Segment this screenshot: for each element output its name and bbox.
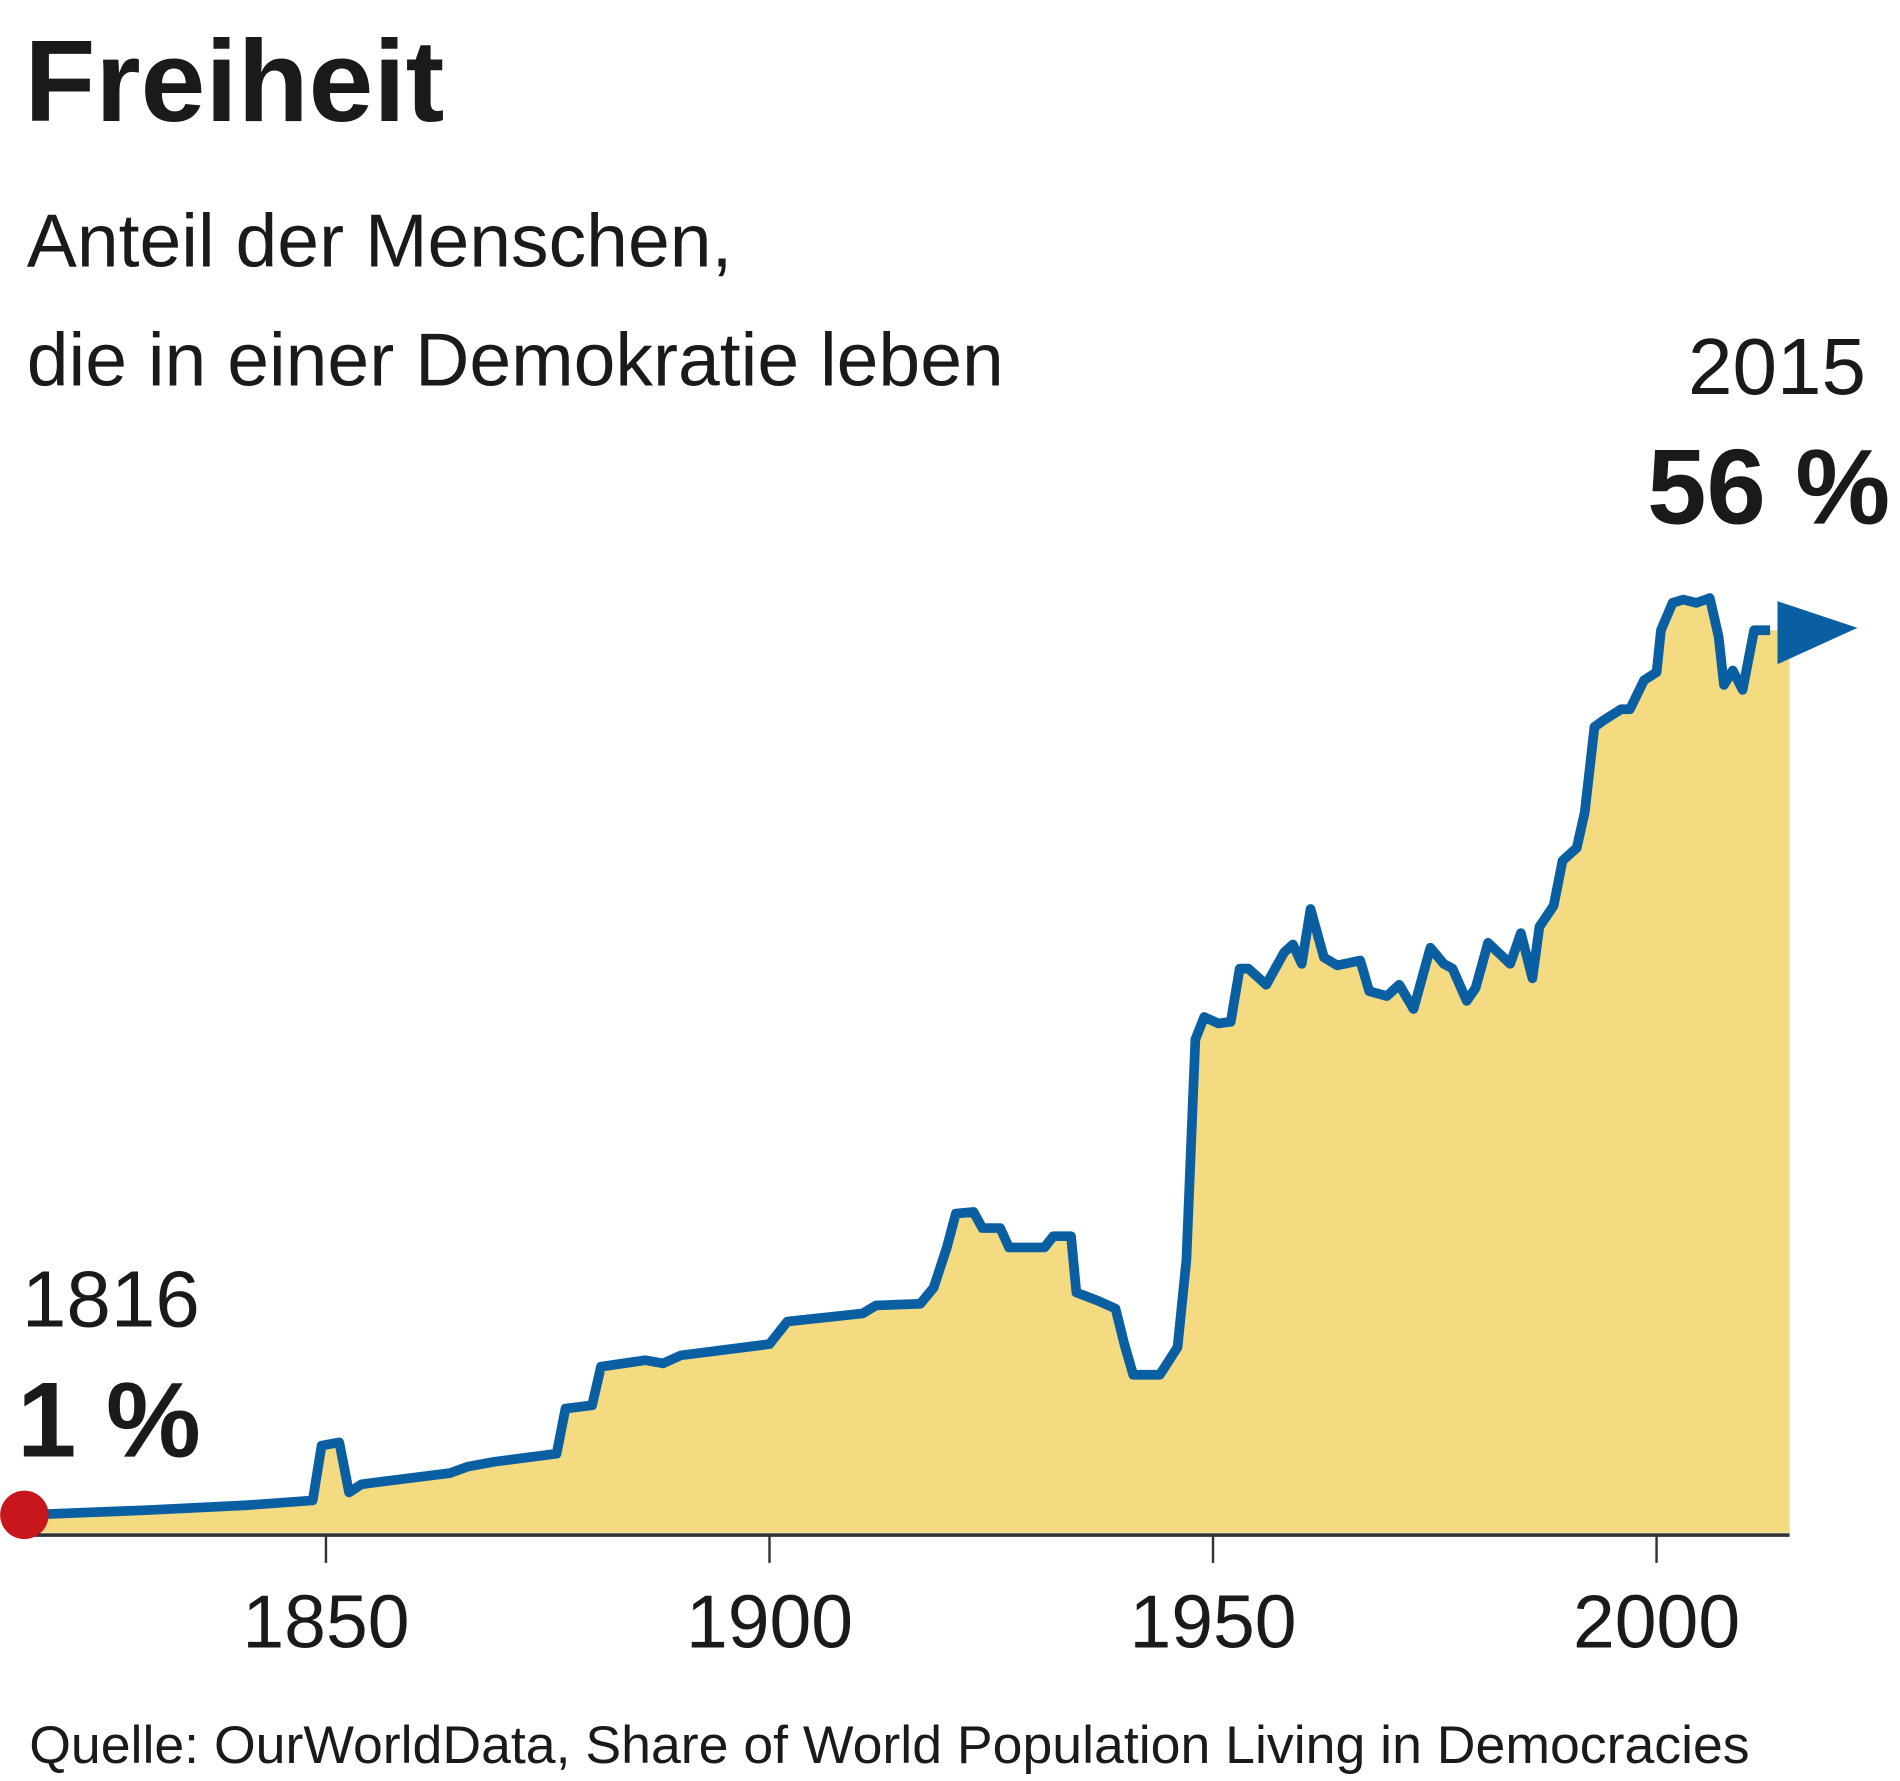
start-year-label: 1816 xyxy=(22,1255,200,1344)
source-note: Quelle: OurWorldData, Share of World Pop… xyxy=(29,1716,1749,1775)
end-value-label: 56 % xyxy=(1647,426,1890,546)
start-value-label: 1 % xyxy=(17,1359,201,1479)
start-dot xyxy=(0,1490,49,1540)
x-tick-label: 2000 xyxy=(1573,1580,1740,1664)
chart-subtitle-line-1: Anteil der Menschen, xyxy=(27,199,733,283)
x-tick-label: 1900 xyxy=(686,1580,853,1664)
end-year-label: 2015 xyxy=(1688,322,1866,411)
series-line xyxy=(24,593,1771,1520)
chart-subtitle-line-2: die in einer Demokratie leben xyxy=(27,317,1004,401)
x-ticks: 1850 1900 1950 2000 xyxy=(242,1536,1740,1664)
area-fill xyxy=(24,598,1790,1533)
x-tick-label: 1850 xyxy=(242,1580,409,1664)
x-tick-label: 1950 xyxy=(1129,1580,1296,1664)
chart-title: Freiheit xyxy=(24,16,444,146)
arrow-head xyxy=(1777,601,1858,665)
